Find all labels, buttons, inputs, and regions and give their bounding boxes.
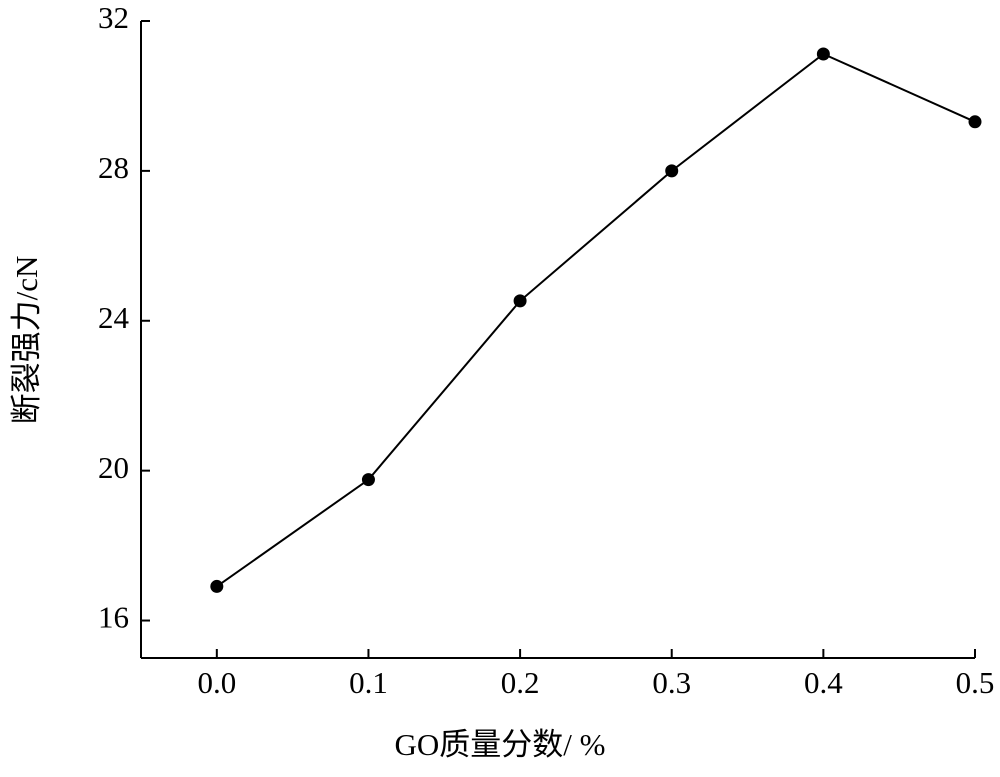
marker xyxy=(816,47,830,61)
x-tick-label: 0.1 xyxy=(349,665,388,700)
x-tick-label: 0.3 xyxy=(652,665,691,700)
y-tick-label: 28 xyxy=(98,150,129,185)
x-axis-title: GO质量分数/ % xyxy=(395,727,606,762)
marker xyxy=(361,473,375,487)
marker xyxy=(210,579,224,593)
y-axis-title: 断裂强力/cN xyxy=(9,256,44,425)
x-tick-label: 0.5 xyxy=(956,665,995,700)
y-tick-label: 32 xyxy=(98,0,129,35)
marker xyxy=(513,294,527,308)
y-tick-label: 20 xyxy=(98,450,129,485)
y-tick-label: 16 xyxy=(98,600,129,635)
x-tick-label: 0.2 xyxy=(501,665,540,700)
y-tick-label: 24 xyxy=(98,300,130,335)
marker xyxy=(665,164,679,178)
line xyxy=(216,52,976,588)
x-tick-label: 0.4 xyxy=(804,665,843,700)
marker xyxy=(968,115,982,129)
x-tick-label: 0.0 xyxy=(197,665,236,700)
